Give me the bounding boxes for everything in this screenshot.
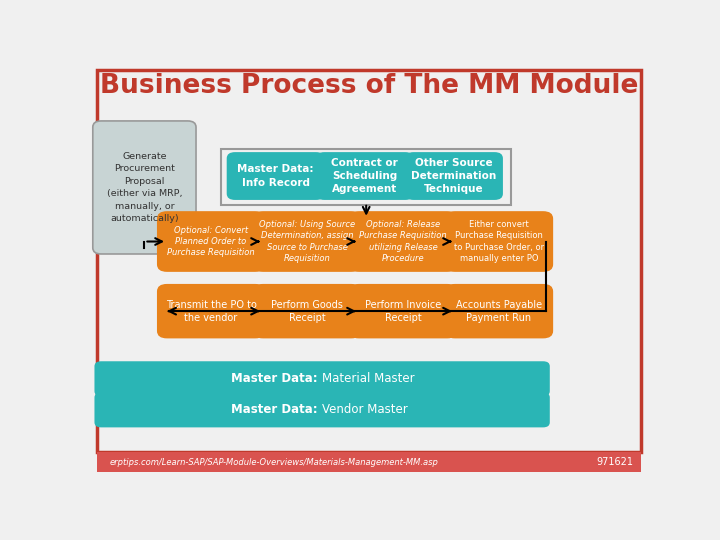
- Text: Transmit the PO to
the vendor: Transmit the PO to the vendor: [166, 300, 256, 323]
- Text: erptips.com/Learn-SAP/SAP-Module-Overviews/Materials-Management-MM.asp: erptips.com/Learn-SAP/SAP-Module-Overvie…: [109, 458, 438, 467]
- FancyBboxPatch shape: [157, 284, 265, 339]
- Text: 971621: 971621: [596, 457, 633, 467]
- Text: Master Data:: Master Data:: [231, 372, 322, 385]
- FancyBboxPatch shape: [316, 152, 413, 200]
- FancyBboxPatch shape: [349, 211, 457, 272]
- Text: Optional: Release
Purchase Requisition
utilizing Release
Procedure: Optional: Release Purchase Requisition u…: [359, 220, 447, 263]
- FancyBboxPatch shape: [253, 284, 361, 339]
- Text: Master Data:: Master Data:: [231, 403, 322, 416]
- FancyBboxPatch shape: [445, 284, 553, 339]
- Text: Master Data:
Info Record: Master Data: Info Record: [238, 164, 314, 187]
- Text: Accounts Payable
Payment Run: Accounts Payable Payment Run: [456, 300, 542, 323]
- Text: Optional: Convert
Planned Order to
Purchase Requisition: Optional: Convert Planned Order to Purch…: [167, 226, 255, 258]
- Text: Other Source
Determination
Technique: Other Source Determination Technique: [411, 158, 497, 194]
- FancyBboxPatch shape: [93, 121, 196, 254]
- FancyBboxPatch shape: [227, 152, 324, 200]
- Text: Contract or
Scheduling
Agreement: Contract or Scheduling Agreement: [331, 158, 398, 194]
- Text: Vendor Master: Vendor Master: [322, 403, 408, 416]
- FancyBboxPatch shape: [94, 361, 550, 396]
- FancyBboxPatch shape: [253, 211, 361, 272]
- Text: Either convert
Purchase Requisition
to Purchase Order, or
manually enter PO: Either convert Purchase Requisition to P…: [454, 220, 544, 263]
- FancyBboxPatch shape: [405, 152, 503, 200]
- Text: Generate
Procurement
Proposal
(either via MRP,
manually, or
automatically): Generate Procurement Proposal (either vi…: [107, 152, 182, 223]
- Text: Perform Goods
Receipt: Perform Goods Receipt: [271, 300, 343, 323]
- FancyBboxPatch shape: [94, 393, 550, 427]
- Text: Business Process of The MM Module: Business Process of The MM Module: [100, 72, 638, 99]
- FancyBboxPatch shape: [445, 211, 553, 272]
- Text: Optional: Using Source
Determination, assign
Source to Purchase
Requisition: Optional: Using Source Determination, as…: [259, 220, 355, 263]
- FancyBboxPatch shape: [349, 284, 457, 339]
- FancyBboxPatch shape: [157, 211, 265, 272]
- FancyBboxPatch shape: [96, 453, 642, 472]
- Text: Material Master: Material Master: [322, 372, 415, 385]
- FancyBboxPatch shape: [96, 70, 642, 453]
- Text: Perform Invoice
Receipt: Perform Invoice Receipt: [365, 300, 441, 323]
